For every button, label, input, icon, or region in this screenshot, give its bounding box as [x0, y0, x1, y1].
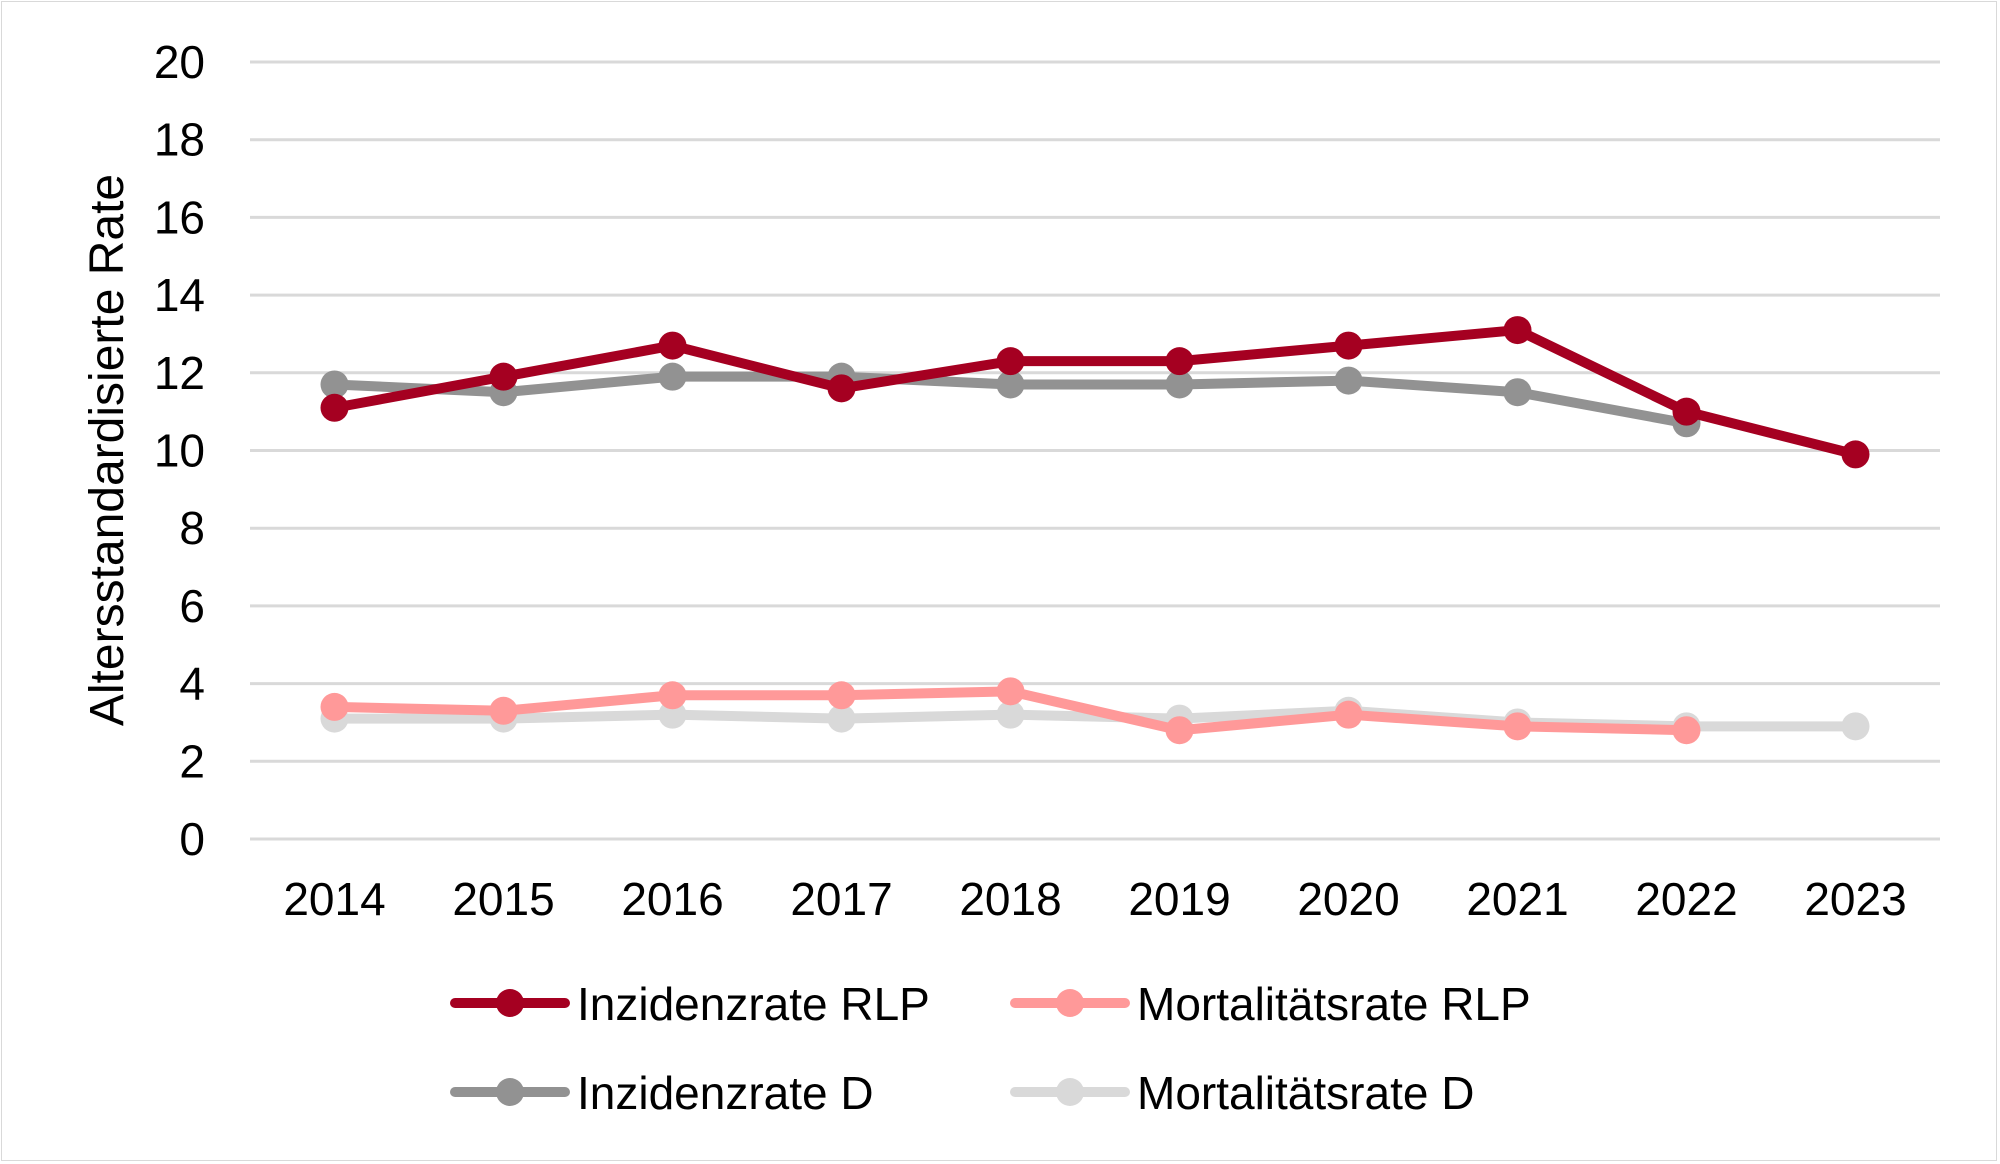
legend-label: Mortalitätsrate D — [1137, 1067, 1474, 1119]
data-point — [1334, 366, 1363, 395]
series-0 — [320, 316, 1870, 469]
data-point — [489, 696, 518, 725]
data-point — [1503, 316, 1532, 345]
legend-item: Inzidenzrate RLP — [450, 978, 930, 1030]
y-tick-label: 20 — [154, 36, 205, 88]
x-tick-label: 2014 — [283, 873, 385, 925]
y-tick-label: 18 — [154, 114, 205, 166]
x-tick-label: 2022 — [1635, 873, 1737, 925]
data-point — [658, 681, 687, 710]
legend: Inzidenzrate RLP Mortalitätsrate RLP Inzid… — [450, 978, 1531, 1119]
data-point — [1503, 378, 1532, 407]
data-point — [658, 362, 687, 391]
y-tick-label: 6 — [179, 580, 205, 632]
data-point — [996, 700, 1025, 729]
x-tick-label: 2023 — [1804, 873, 1906, 925]
y-tick-label: 12 — [154, 347, 205, 399]
data-point — [1334, 331, 1363, 360]
data-point — [1672, 716, 1701, 745]
data-point — [320, 370, 349, 399]
legend-swatch-marker — [496, 989, 524, 1017]
data-point — [320, 692, 349, 721]
legend-item: Mortalitätsrate RLP — [1010, 978, 1531, 1030]
y-tick-label: 8 — [179, 502, 205, 554]
data-point — [658, 331, 687, 360]
legend-label: Inzidenzrate D — [577, 1067, 874, 1119]
data-point — [1841, 440, 1870, 469]
data-point — [996, 347, 1025, 376]
data-point — [658, 700, 687, 729]
x-tick-label: 2017 — [790, 873, 892, 925]
data-point — [1165, 370, 1194, 399]
x-tick-label: 2016 — [621, 873, 723, 925]
data-point — [1165, 347, 1194, 376]
series-2 — [320, 677, 1701, 745]
x-tick-label: 2018 — [959, 873, 1061, 925]
data-point — [1672, 397, 1701, 426]
data-point — [1841, 712, 1870, 741]
series-lines — [320, 316, 1870, 745]
legend-swatch-marker — [496, 1078, 524, 1106]
gridlines — [250, 60, 1940, 841]
legend-item: Inzidenzrate D — [450, 1067, 874, 1119]
x-tick-label: 2020 — [1297, 873, 1399, 925]
y-tick-label: 10 — [154, 425, 205, 477]
y-tick-label: 4 — [179, 658, 205, 710]
y-axis-tick-labels: 0 2 4 6 8 10 12 14 16 18 20 — [154, 36, 205, 865]
legend-label: Inzidenzrate RLP — [577, 978, 930, 1030]
data-point — [489, 362, 518, 391]
y-axis-label: Altersstandardisierte Rate — [81, 174, 134, 726]
legend-label: Mortalitätsrate RLP — [1137, 978, 1531, 1030]
legend-item: Mortalitätsrate D — [1010, 1067, 1474, 1119]
y-tick-label: 0 — [179, 813, 205, 865]
data-point — [996, 677, 1025, 706]
legend-swatch-marker — [1056, 989, 1084, 1017]
y-tick-label: 2 — [179, 735, 205, 787]
data-point — [827, 681, 856, 710]
data-point — [1503, 712, 1532, 741]
data-point — [996, 370, 1025, 399]
legend-swatch-marker — [1056, 1078, 1084, 1106]
data-point — [827, 704, 856, 733]
x-axis-tick-labels: 2014 2015 2016 2017 2018 2019 2020 2021 2022 2023 — [283, 873, 1906, 925]
x-tick-label: 2021 — [1466, 873, 1568, 925]
data-point — [827, 374, 856, 403]
y-tick-label: 16 — [154, 191, 205, 243]
series-line — [329, 325, 1861, 460]
data-point — [320, 393, 349, 422]
y-tick-label: 14 — [154, 269, 205, 321]
data-point — [1334, 700, 1363, 729]
x-tick-label: 2015 — [452, 873, 554, 925]
x-tick-label: 2019 — [1128, 873, 1230, 925]
data-point — [1165, 716, 1194, 745]
